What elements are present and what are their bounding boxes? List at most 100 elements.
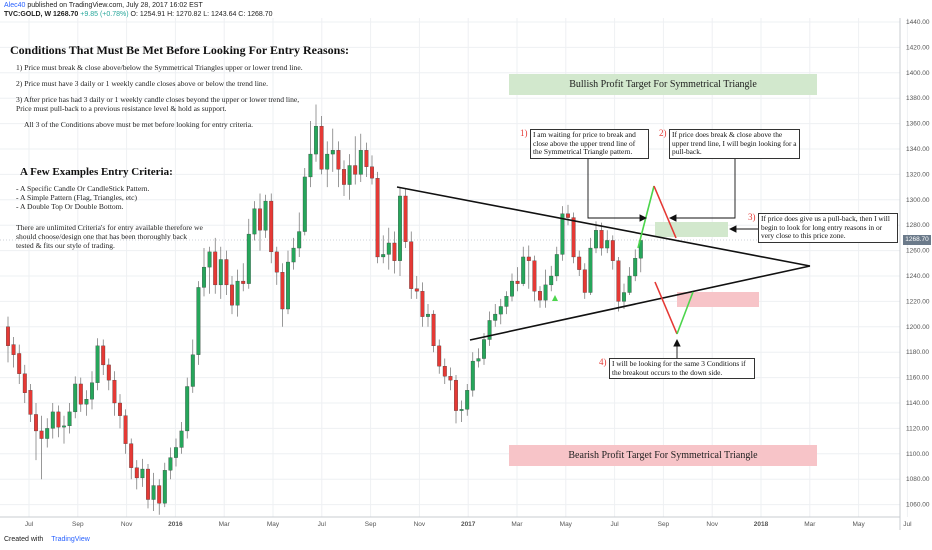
candle (448, 367, 453, 391)
candle (420, 282, 425, 327)
x-tick-label: Jul (903, 521, 912, 528)
candle (319, 115, 324, 175)
candle-body (235, 280, 240, 306)
candle (274, 246, 279, 285)
candle (246, 218, 251, 289)
candle (454, 375, 458, 424)
current-price-tag: 1268.70 (903, 235, 931, 245)
candle (11, 336, 16, 368)
candle (45, 418, 50, 448)
candle (123, 409, 128, 454)
candle (392, 231, 397, 274)
candle (325, 141, 330, 188)
candle-body (554, 254, 559, 277)
y-tick-label: 1340.00 (906, 146, 930, 153)
candle (375, 171, 380, 264)
candle-body (202, 266, 206, 288)
candle-body (386, 242, 391, 255)
candle (174, 438, 178, 467)
candle-body (588, 247, 593, 293)
candle (358, 133, 363, 183)
candle-body (610, 240, 615, 261)
bull-scenario-pullback-leg (653, 185, 677, 239)
triangle-upper-trendline (396, 186, 811, 267)
candle-body (213, 251, 218, 286)
candle (190, 339, 195, 393)
y-tick-label: 1320.00 (906, 171, 930, 178)
x-tick-label: Mar (804, 521, 816, 528)
candle (577, 250, 582, 276)
candle (230, 276, 234, 315)
candle (50, 403, 55, 439)
candle (90, 371, 94, 410)
candle (566, 204, 570, 226)
tradingview-logo[interactable]: TradingView (51, 536, 90, 543)
candle (538, 286, 542, 308)
candle-body (196, 287, 201, 355)
candle (588, 237, 593, 296)
candle (599, 222, 604, 256)
x-tick-label: Nov (414, 521, 426, 528)
candle (308, 121, 313, 188)
candle-body (11, 344, 16, 355)
candle (258, 193, 262, 251)
ohlc-values: O: 1254.91 H: 1270.82 L: 1243.64 C: 1268… (130, 11, 273, 18)
candle-body (633, 258, 638, 277)
bearish-target-label: Bearish Profit Target For Symmetrical Tr… (509, 445, 817, 466)
y-tick-label: 1240.00 (906, 273, 930, 280)
candle-body (599, 230, 604, 249)
publish-line: Alec40 published on TradingView.com, Jul… (4, 2, 203, 9)
candle (146, 463, 150, 509)
candle (101, 339, 106, 376)
candle-body (476, 358, 481, 362)
candle-body (106, 364, 111, 381)
candle (134, 460, 139, 490)
condition-item: 3) After price has had 3 daily or 1 week… (16, 95, 300, 113)
candle (263, 194, 268, 238)
candle-body (526, 256, 531, 261)
callout-number: 3) (748, 212, 756, 222)
candle-body (414, 288, 419, 292)
y-tick-label: 1400.00 (906, 70, 930, 77)
candle-body (325, 153, 330, 170)
candle (67, 403, 72, 434)
price-axis[interactable]: 1060.00 1080.00 1100.00 1120.00 1140.00 1160.… (906, 19, 930, 509)
candle-body (370, 166, 374, 179)
author-link[interactable]: Alec40 (4, 2, 26, 9)
candle-body (34, 414, 38, 432)
callout-text: I will be looking for the same 3 Conditi… (609, 358, 755, 380)
y-tick-label: 1380.00 (906, 95, 930, 102)
candle (370, 155, 374, 185)
x-tick-label: Mar (219, 521, 231, 528)
candle (269, 193, 274, 264)
candle (291, 237, 296, 270)
callout-number: 4) (599, 357, 607, 367)
y-tick-label: 1160.00 (906, 375, 929, 382)
candle-body (375, 178, 380, 258)
y-tick-label: 1260.00 (906, 248, 930, 255)
symbol-label: TVC:GOLD, W (4, 11, 52, 18)
candle-body (448, 376, 453, 381)
x-tick-label: May (852, 521, 865, 528)
time-axis[interactable]: Jul Sep Nov 2016 Mar May Jul Sep Nov 2017 Mar May Ju… (25, 521, 912, 528)
callout-text: If price does break & close above the up… (669, 129, 800, 159)
y-tick-label: 1280.00 (906, 222, 930, 229)
candle (543, 269, 548, 308)
candle-body (454, 379, 458, 411)
candles (6, 104, 643, 515)
candle (162, 462, 167, 508)
condition-item: 2) Price must have 3 daily or 1 weekly c… (16, 79, 268, 88)
callout-3: 3) If price does give us a pull-back, th… (748, 213, 898, 243)
y-tick-label: 1220.00 (906, 298, 930, 305)
candle-body (627, 275, 632, 293)
y-tick-label: 1440.00 (906, 19, 930, 26)
candle (34, 403, 38, 461)
bear-pullback-zone (677, 292, 759, 307)
candle (605, 230, 610, 254)
candle (241, 263, 246, 292)
candle-body (78, 383, 83, 405)
x-tick-label: Nov (706, 521, 718, 528)
candle-body (493, 313, 498, 321)
candle (510, 273, 514, 302)
